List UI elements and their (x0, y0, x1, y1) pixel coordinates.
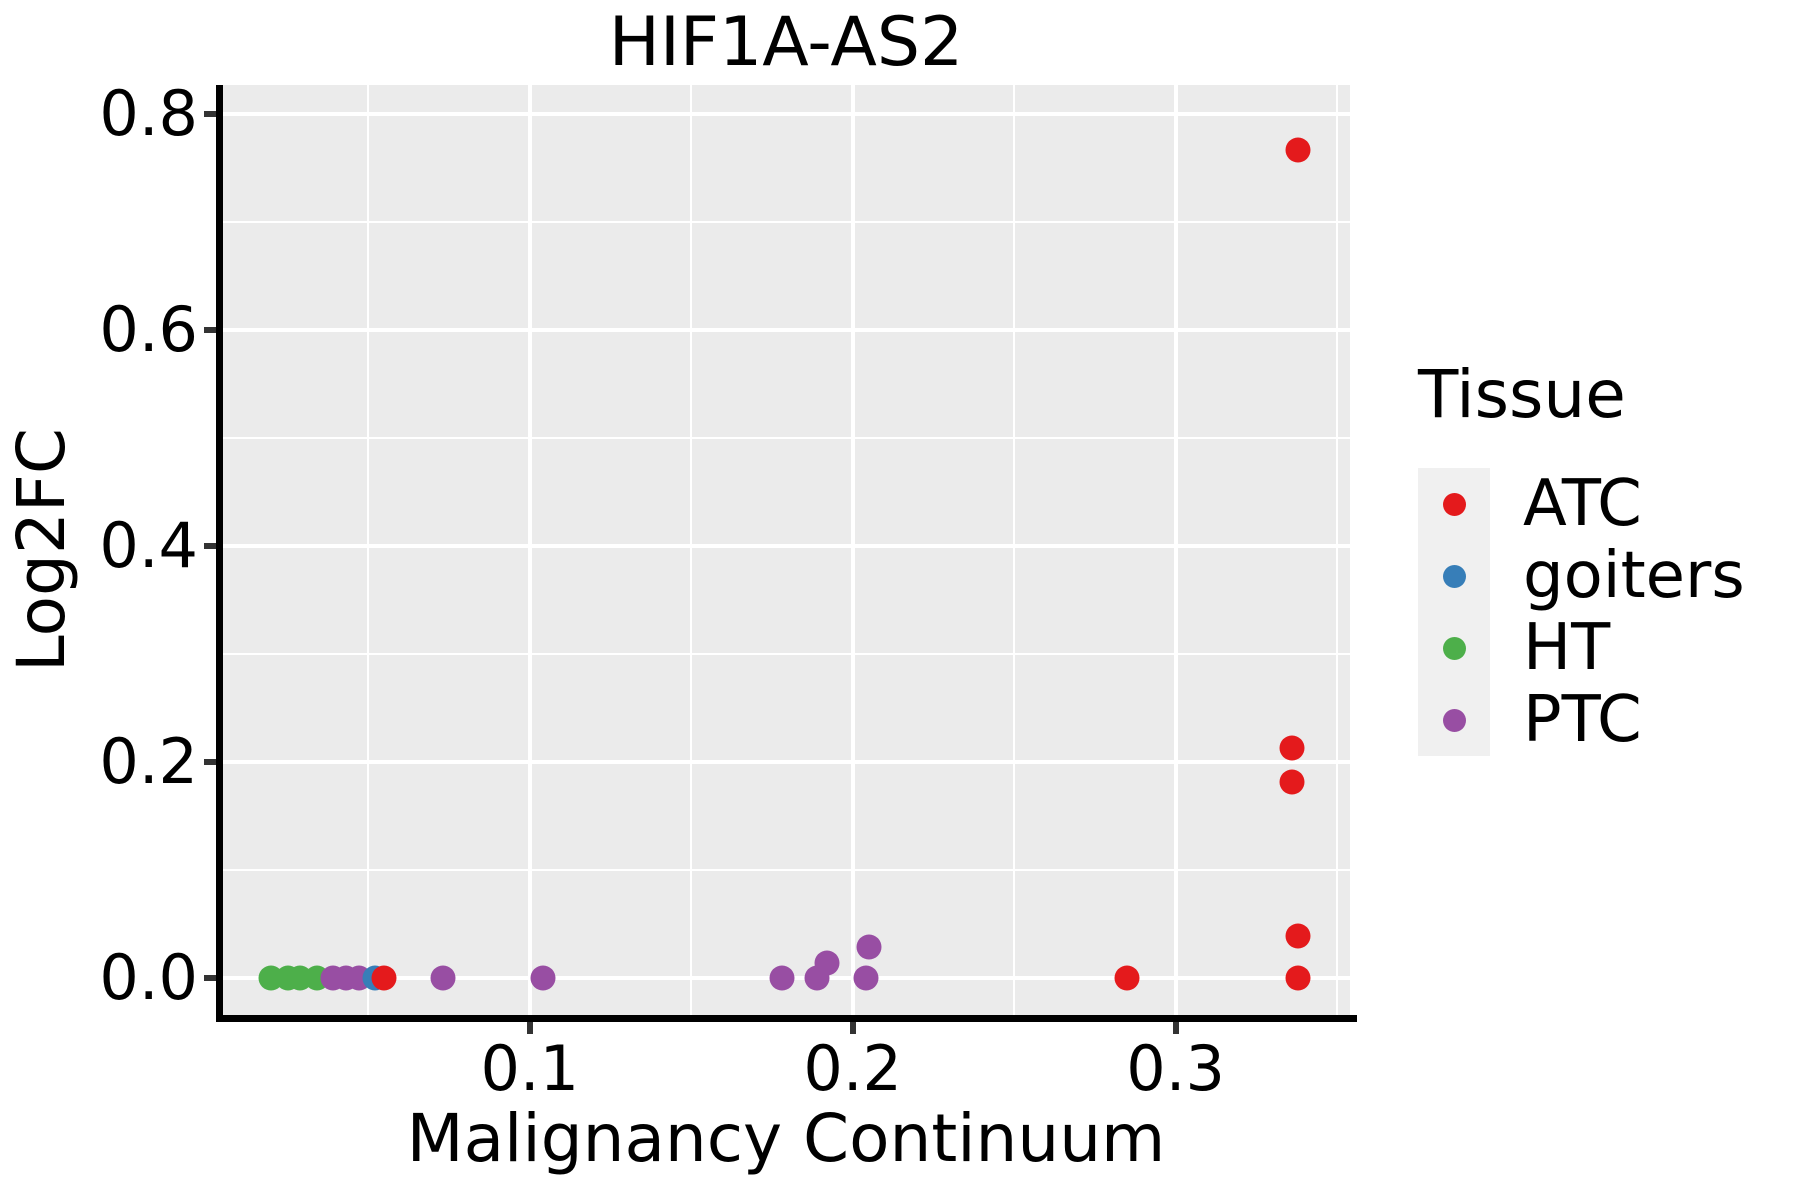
data-point-PTC (856, 934, 882, 960)
data-point-PTC (769, 965, 795, 991)
x-minor-gridline (367, 85, 370, 1015)
chart-title: HIF1A-AS2 (608, 3, 964, 82)
data-point-PTC (814, 950, 840, 976)
legend: Tissue ATC goiters HT PTC (1417, 356, 1745, 756)
y-tick-label: 0.8 (99, 77, 198, 151)
legend-entry-label: goiters (1523, 539, 1745, 613)
x-tick-mark (1172, 1022, 1179, 1034)
legend-entry-goiters: goiters (1418, 540, 1745, 612)
y-major-gridline (222, 544, 1350, 549)
x-tick-label: 0.2 (803, 1032, 902, 1105)
legend-title: Tissue (1418, 356, 1626, 433)
legend-dot-HT (1442, 636, 1466, 660)
legend-dot-PTC (1442, 708, 1466, 732)
data-point-ATC (1279, 735, 1305, 761)
legend-entry-label: ATC (1523, 467, 1642, 541)
data-point-ATC (1285, 137, 1311, 163)
y-tick-label: 0.2 (99, 725, 198, 799)
legend-dot-goiters (1442, 564, 1466, 588)
x-tick-label: 0.1 (480, 1032, 580, 1105)
y-tick-label: 0.4 (99, 509, 198, 583)
x-tick-label: 0.3 (1126, 1032, 1225, 1105)
x-major-gridline (527, 85, 532, 1015)
x-tick-mark (526, 1022, 533, 1034)
x-major-gridline (850, 85, 855, 1015)
y-tick-mark (204, 759, 216, 766)
data-point-ATC (1114, 965, 1140, 991)
y-major-gridline (222, 760, 1350, 765)
x-minor-gridline (1336, 85, 1339, 1015)
legend-rows: ATC goiters HT PTC (1418, 468, 1745, 756)
legend-entry-ATC: ATC (1418, 468, 1745, 540)
x-tick-mark (849, 1022, 856, 1034)
data-point-ATC (1279, 769, 1305, 795)
legend-key (1418, 612, 1490, 684)
legend-dot-ATC (1442, 492, 1466, 516)
x-major-gridline (1173, 85, 1178, 1015)
legend-entry-label: PTC (1523, 683, 1642, 757)
data-point-PTC (853, 965, 879, 991)
data-point-ATC (1285, 923, 1311, 949)
x-minor-gridline (1013, 85, 1016, 1015)
legend-key (1418, 468, 1490, 540)
data-point-PTC (430, 965, 456, 991)
x-axis-line (216, 1015, 1357, 1022)
legend-entry-label: HT (1523, 611, 1611, 685)
y-tick-mark (204, 111, 216, 118)
data-point-ATC (371, 965, 397, 991)
x-minor-gridline (690, 85, 693, 1015)
data-point-ATC (1285, 965, 1311, 991)
y-major-gridline (222, 112, 1350, 117)
y-tick-label: 0.6 (99, 293, 198, 367)
y-tick-label: 0.0 (99, 941, 198, 1015)
y-minor-gridline (222, 653, 1350, 656)
y-axis-line (216, 85, 223, 1022)
data-point-PTC (530, 965, 556, 991)
y-tick-mark (204, 975, 216, 982)
y-major-gridline (222, 328, 1350, 333)
plot-panel (222, 85, 1350, 1015)
legend-entry-PTC: PTC (1418, 684, 1745, 756)
y-minor-gridline (222, 221, 1350, 224)
x-axis-title: Malignancy Continuum (406, 1100, 1166, 1177)
legend-entry-HT: HT (1418, 612, 1745, 684)
y-minor-gridline (222, 869, 1350, 872)
legend-key (1418, 684, 1490, 756)
legend-key (1418, 540, 1490, 612)
y-tick-mark (204, 327, 216, 334)
y-tick-mark (204, 543, 216, 550)
y-minor-gridline (222, 437, 1350, 440)
